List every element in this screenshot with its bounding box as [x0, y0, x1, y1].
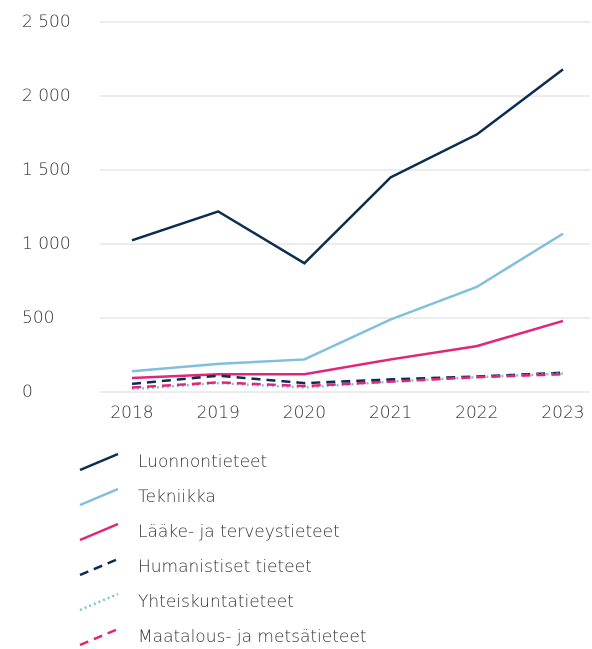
y-tick-label: 0 — [22, 382, 33, 402]
legend-label: Maatalous- ja metsätieteet — [138, 627, 366, 647]
x-tick-label: 2022 — [455, 403, 498, 423]
legend-swatch — [79, 557, 119, 577]
x-tick-label: 2023 — [541, 403, 584, 423]
series-line — [131, 319, 564, 380]
x-tick-label: 2021 — [369, 403, 412, 423]
legend-label: Humanistiset tieteet — [138, 557, 312, 577]
legend-label: Tekniikka — [138, 487, 216, 507]
legend-label: Yhteiskuntatieteet — [138, 592, 294, 612]
legend-swatch — [79, 452, 119, 472]
legend-swatch — [79, 592, 119, 612]
legend-swatch — [79, 522, 119, 542]
y-tick-label: 500 — [22, 308, 54, 328]
legend-label: Luonnontieteet — [138, 452, 267, 472]
x-tick-label: 2019 — [197, 403, 240, 423]
series-line — [131, 371, 564, 386]
y-tick-label: 1 500 — [22, 160, 71, 180]
y-tick-label: 2 500 — [22, 12, 71, 32]
series-line — [131, 68, 564, 265]
legend-swatch — [79, 487, 119, 507]
legend-label: Lääke- ja terveystieteet — [138, 522, 340, 542]
series-line — [131, 372, 564, 389]
x-tick-label: 2020 — [283, 403, 326, 423]
x-tick-label: 2018 — [110, 403, 153, 423]
legend-swatch — [79, 627, 119, 647]
y-tick-label: 2 000 — [22, 86, 71, 106]
series-line — [131, 232, 564, 373]
y-tick-label: 1 000 — [22, 234, 71, 254]
